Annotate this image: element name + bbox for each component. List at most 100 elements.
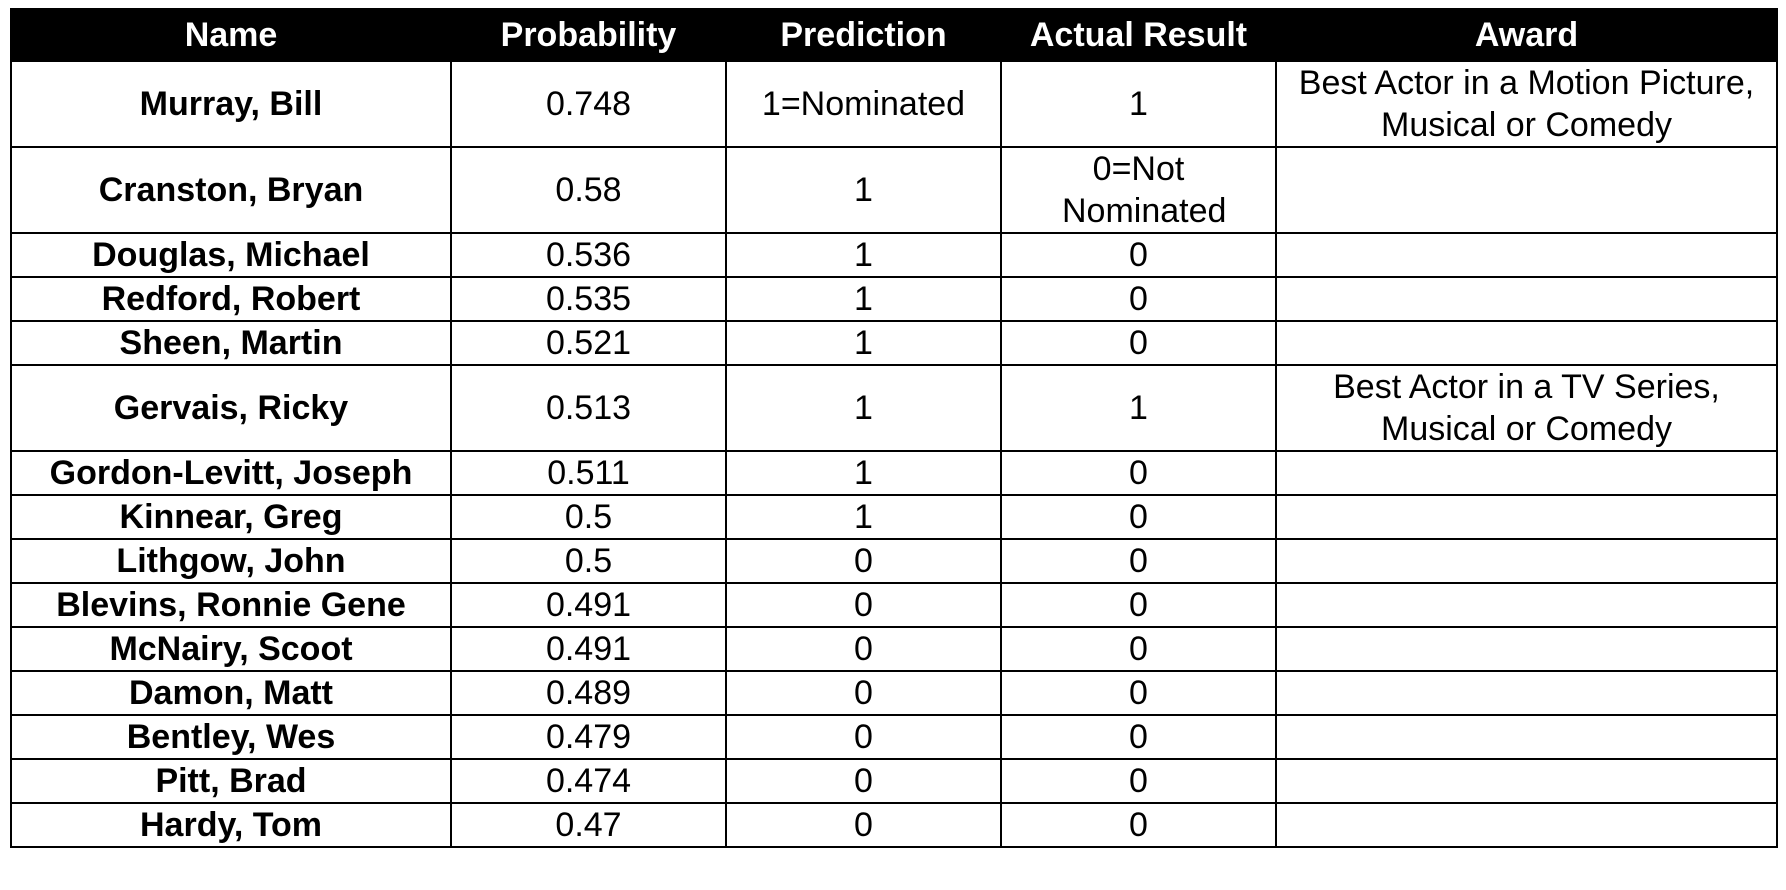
cell-probability: 0.58	[450, 146, 727, 234]
table-row: Cranston, Bryan 0.58 1 0=Not Nominated	[10, 146, 1778, 234]
cell-award	[1275, 232, 1778, 278]
table-row: Gervais, Ricky 0.513 1 1 Best Actor in a…	[10, 364, 1778, 452]
cell-probability: 0.521	[450, 320, 727, 366]
cell-actual-result: 0	[1000, 232, 1277, 278]
cell-award: Best Actor in a TV Series, Musical or Co…	[1275, 364, 1778, 452]
cell-name: Gervais, Ricky	[10, 364, 452, 452]
cell-name: McNairy, Scoot	[10, 626, 452, 672]
cell-name: Douglas, Michael	[10, 232, 452, 278]
cell-probability: 0.511	[450, 450, 727, 496]
header-actual-result: Actual Result	[1000, 8, 1277, 62]
cell-actual-result: 0	[1000, 802, 1277, 848]
table-row: Lithgow, John 0.5 0 0	[10, 538, 1778, 584]
cell-prediction: 0	[725, 758, 1002, 804]
cell-name: Gordon-Levitt, Joseph	[10, 450, 452, 496]
header-award: Award	[1275, 8, 1778, 62]
table-row: Damon, Matt 0.489 0 0	[10, 670, 1778, 716]
cell-prediction: 1	[725, 494, 1002, 540]
cell-award	[1275, 714, 1778, 760]
table-row: Douglas, Michael 0.536 1 0	[10, 232, 1778, 278]
cell-name: Sheen, Martin	[10, 320, 452, 366]
cell-probability: 0.491	[450, 626, 727, 672]
cell-prediction: 0	[725, 626, 1002, 672]
cell-probability: 0.536	[450, 232, 727, 278]
cell-actual-result: 0	[1000, 276, 1277, 322]
table-row: McNairy, Scoot 0.491 0 0	[10, 626, 1778, 672]
cell-actual-result: 0	[1000, 714, 1277, 760]
header-row: Name Probability Prediction Actual Resul…	[10, 8, 1778, 62]
cell-award	[1275, 802, 1778, 848]
cell-prediction: 1=Nominated	[725, 60, 1002, 148]
table-row: Blevins, Ronnie Gene 0.491 0 0	[10, 582, 1778, 628]
cell-actual-result: 0	[1000, 670, 1277, 716]
results-table-container: Name Probability Prediction Actual Resul…	[10, 8, 1778, 848]
table-row: Sheen, Martin 0.521 1 0	[10, 320, 1778, 366]
cell-actual-result: 0	[1000, 450, 1277, 496]
cell-probability: 0.535	[450, 276, 727, 322]
cell-actual-result: 0=Not Nominated	[1000, 146, 1277, 234]
cell-actual-result: 1	[1000, 60, 1277, 148]
table-row: Redford, Robert 0.535 1 0	[10, 276, 1778, 322]
cell-prediction: 0	[725, 714, 1002, 760]
cell-actual-result: 0	[1000, 626, 1277, 672]
cell-actual-result: 0	[1000, 494, 1277, 540]
cell-award: Best Actor in a Motion Picture, Musical …	[1275, 60, 1778, 148]
cell-probability: 0.748	[450, 60, 727, 148]
cell-name: Cranston, Bryan	[10, 146, 452, 234]
table-row: Hardy, Tom 0.47 0 0	[10, 802, 1778, 848]
cell-prediction: 1	[725, 450, 1002, 496]
table-row: Gordon-Levitt, Joseph 0.511 1 0	[10, 450, 1778, 496]
cell-prediction: 0	[725, 670, 1002, 716]
header-prediction: Prediction	[725, 8, 1002, 62]
table-row: Bentley, Wes 0.479 0 0	[10, 714, 1778, 760]
cell-prediction: 0	[725, 538, 1002, 584]
table-row: Murray, Bill 0.748 1=Nominated 1 Best Ac…	[10, 60, 1778, 148]
cell-probability: 0.479	[450, 714, 727, 760]
cell-actual-result: 0	[1000, 582, 1277, 628]
cell-probability: 0.513	[450, 364, 727, 452]
cell-name: Damon, Matt	[10, 670, 452, 716]
cell-prediction: 1	[725, 232, 1002, 278]
cell-award	[1275, 276, 1778, 322]
cell-award	[1275, 450, 1778, 496]
header-name: Name	[10, 8, 452, 62]
cell-award	[1275, 758, 1778, 804]
cell-prediction: 0	[725, 582, 1002, 628]
cell-award	[1275, 670, 1778, 716]
cell-probability: 0.5	[450, 538, 727, 584]
cell-actual-result: 1	[1000, 364, 1277, 452]
cell-name: Bentley, Wes	[10, 714, 452, 760]
header-probability: Probability	[450, 8, 727, 62]
cell-award	[1275, 538, 1778, 584]
cell-actual-result: 0	[1000, 320, 1277, 366]
cell-award	[1275, 582, 1778, 628]
cell-name: Blevins, Ronnie Gene	[10, 582, 452, 628]
cell-prediction: 1	[725, 146, 1002, 234]
results-table: Name Probability Prediction Actual Resul…	[10, 8, 1778, 848]
table-row: Pitt, Brad 0.474 0 0	[10, 758, 1778, 804]
table-header: Name Probability Prediction Actual Resul…	[10, 8, 1778, 62]
cell-award	[1275, 146, 1778, 234]
cell-name: Lithgow, John	[10, 538, 452, 584]
cell-actual-result: 0	[1000, 538, 1277, 584]
cell-prediction: 0	[725, 802, 1002, 848]
cell-prediction: 1	[725, 364, 1002, 452]
table-row: Kinnear, Greg 0.5 1 0	[10, 494, 1778, 540]
cell-probability: 0.489	[450, 670, 727, 716]
cell-prediction: 1	[725, 276, 1002, 322]
cell-award	[1275, 494, 1778, 540]
cell-name: Murray, Bill	[10, 60, 452, 148]
cell-name: Redford, Robert	[10, 276, 452, 322]
cell-name: Kinnear, Greg	[10, 494, 452, 540]
table-body: Murray, Bill 0.748 1=Nominated 1 Best Ac…	[10, 60, 1778, 848]
cell-name: Hardy, Tom	[10, 802, 452, 848]
cell-award	[1275, 626, 1778, 672]
cell-probability: 0.474	[450, 758, 727, 804]
cell-actual-result: 0	[1000, 758, 1277, 804]
cell-name: Pitt, Brad	[10, 758, 452, 804]
cell-probability: 0.47	[450, 802, 727, 848]
cell-probability: 0.491	[450, 582, 727, 628]
cell-probability: 0.5	[450, 494, 727, 540]
cell-award	[1275, 320, 1778, 366]
cell-prediction: 1	[725, 320, 1002, 366]
